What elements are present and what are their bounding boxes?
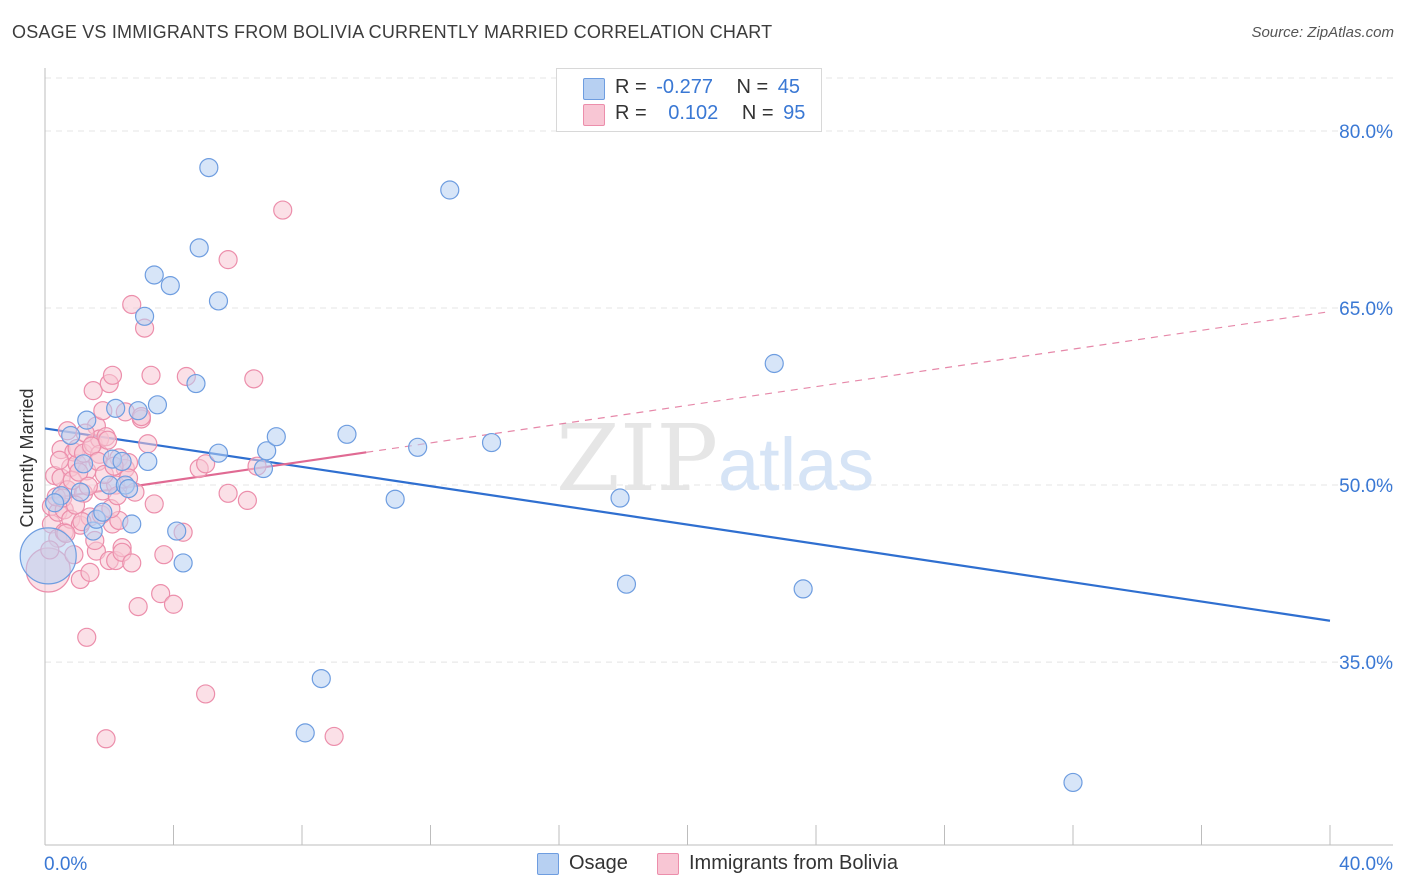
- osage-point: [408, 437, 428, 457]
- y-tick-label: 35.0%: [1339, 653, 1393, 674]
- osage-point: [144, 265, 164, 285]
- bolivia-n-label: N =: [741, 102, 774, 124]
- osage-point: [77, 410, 97, 430]
- osage-r-label: R =: [615, 76, 647, 98]
- bolivia-point: [151, 584, 171, 604]
- osage-point: [208, 443, 229, 463]
- osage-point: [253, 458, 274, 479]
- osage-point: [147, 395, 168, 415]
- osage-point: [266, 427, 286, 447]
- bolivia-point: [141, 365, 161, 385]
- bolivia-point: [196, 454, 216, 474]
- osage-point: [481, 432, 502, 453]
- osage-legend-swatch: [537, 853, 559, 875]
- osage-point: [167, 521, 187, 541]
- osage-point: [61, 425, 81, 446]
- osage-point: [106, 398, 126, 418]
- y-tick-label: 65.0%: [1339, 299, 1393, 320]
- bolivia-point: [80, 562, 100, 582]
- bolivia-point: [102, 365, 123, 385]
- osage-legend-label: Osage: [569, 852, 628, 874]
- osage-point: [257, 441, 277, 461]
- osage-point: [118, 478, 139, 499]
- osage-point: [311, 668, 331, 689]
- osage-point: [99, 475, 119, 495]
- osage-point: [93, 502, 113, 522]
- bolivia-point: [324, 726, 344, 747]
- bolivia-n-value: 95: [783, 102, 806, 124]
- osage-point: [616, 574, 637, 594]
- osage-r-value: -0.277: [656, 76, 713, 98]
- bolivia-point: [122, 294, 142, 315]
- bolivia-point: [138, 434, 158, 454]
- bolivia-point: [218, 483, 238, 503]
- bolivia-r-label: R =: [615, 102, 647, 124]
- osage-point: [122, 514, 142, 534]
- bolivia-point: [77, 627, 97, 647]
- bolivia-point: [96, 729, 116, 749]
- grid-lines: [45, 77, 1393, 663]
- osage-point: [138, 451, 158, 472]
- osage-point: [440, 180, 460, 200]
- y-tick-label: 80.0%: [1339, 122, 1393, 143]
- watermark: ZIP atlas: [556, 405, 874, 512]
- osage-point: [45, 493, 65, 513]
- bolivia-legend-label: Immigrants from Bolivia: [689, 852, 898, 874]
- bolivia-point: [196, 684, 216, 704]
- osage-n-label: N =: [736, 76, 769, 98]
- bolivia-point: [144, 494, 164, 514]
- bolivia-point: [218, 250, 238, 270]
- osage-point: [793, 579, 813, 599]
- bolivia-point: [237, 490, 257, 510]
- bolivia-point: [83, 381, 103, 401]
- osage-point: [189, 238, 209, 258]
- osage-point: [208, 291, 229, 311]
- x-tick-label-start: 0.0%: [44, 854, 87, 875]
- osage-point: [199, 157, 219, 178]
- osage-point: [134, 306, 155, 326]
- bolivia-swatch: [583, 104, 605, 126]
- y-tick-label: 50.0%: [1339, 476, 1393, 497]
- bolivia-point: [128, 597, 148, 617]
- correlation-legend: R = -0.277 N = 45 R = 0.102 N = 95: [556, 68, 822, 132]
- osage-point: [128, 401, 148, 421]
- bolivia-legend-swatch: [657, 853, 679, 875]
- bolivia-trend-line-dashed: [366, 310, 1331, 453]
- bolivia-point: [163, 594, 184, 614]
- osage-point: [1063, 772, 1083, 793]
- osage-swatch: [583, 78, 605, 100]
- osage-point: [764, 353, 784, 374]
- osage-point: [160, 276, 180, 296]
- watermark-zip: ZIP: [556, 405, 718, 512]
- y-axis-label: Currently Married: [17, 388, 37, 527]
- bolivia-r-value: 0.102: [668, 102, 719, 124]
- osage-point: [337, 424, 357, 444]
- osage-point: [173, 553, 193, 573]
- bolivia-point: [49, 450, 70, 470]
- bolivia-point: [273, 200, 293, 220]
- watermark-atlas: atlas: [718, 423, 874, 506]
- data-points: [19, 157, 1083, 793]
- osage-point: [186, 373, 206, 394]
- source-label: Source: ZipAtlas.com: [1251, 24, 1394, 41]
- x-tick-label-end: 40.0%: [1339, 854, 1393, 875]
- axes: [44, 68, 1393, 846]
- bolivia-point: [244, 369, 264, 389]
- osage-point: [70, 482, 90, 502]
- bolivia-point: [122, 553, 142, 573]
- osage-point: [610, 488, 630, 508]
- bolivia-point: [154, 545, 174, 565]
- osage-point: [19, 527, 77, 585]
- osage-point: [112, 451, 132, 472]
- osage-point: [73, 454, 94, 474]
- bolivia-point: [98, 430, 118, 450]
- axis-labels: 35.0% 50.0% 65.0% 80.0% 0.0% 40.0% Currently M…: [17, 122, 1393, 875]
- chart-title: OSAGE VS IMMIGRANTS FROM BOLIVIA CURRENT…: [12, 22, 773, 42]
- osage-point: [385, 489, 405, 509]
- osage-n-value: 45: [777, 76, 801, 98]
- osage-point: [295, 723, 315, 743]
